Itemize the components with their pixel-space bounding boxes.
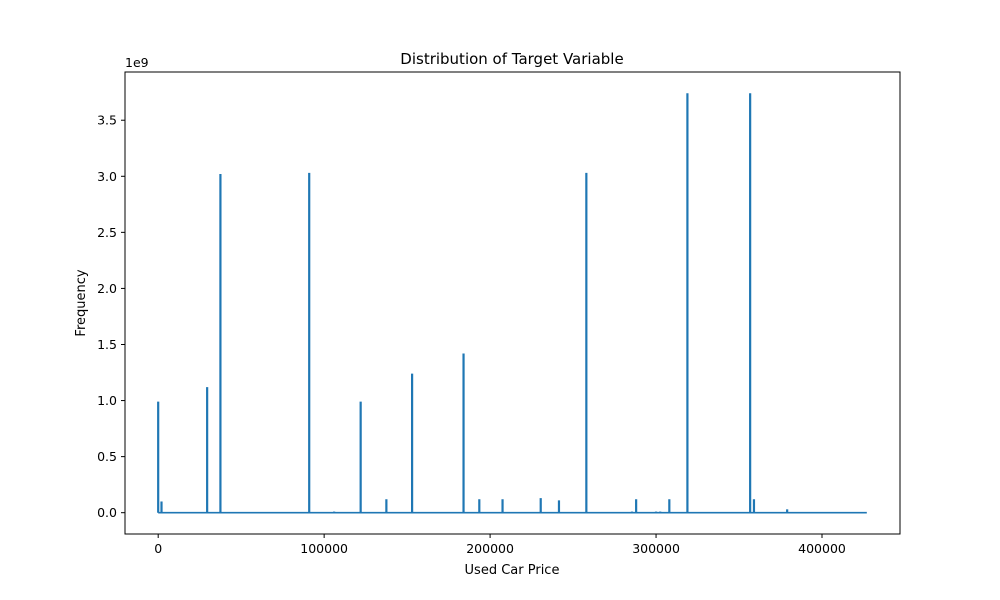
y-tick-label-1: 0.5 [97, 449, 117, 464]
x-axis: 0 100000 200000 300000 400000 [154, 534, 846, 556]
axes-frame [124, 71, 901, 535]
chart-title: Distribution of Target Variable [400, 50, 623, 68]
y-tick-label-3: 1.5 [97, 337, 117, 352]
x-tick-label-0: 0 [154, 541, 162, 556]
y-tick-label-0: 0.0 [97, 505, 117, 520]
x-tick-label-2: 200000 [466, 541, 514, 556]
y-axis-label: Frequency [74, 269, 89, 336]
y-tick-label-5: 2.5 [97, 225, 117, 240]
plot-area [157, 93, 867, 514]
x-axis-label: Used Car Price [465, 563, 560, 578]
y-tick-label-7: 3.5 [97, 113, 117, 128]
y-axis-multiplier: 1e9 [125, 55, 149, 70]
y-axis: 0.0 0.5 1.0 1.5 2.0 2.5 3.0 3.5 [97, 113, 125, 520]
x-tick-label-1: 100000 [300, 541, 348, 556]
y-tick-label-4: 2.0 [97, 281, 117, 296]
y-tick-label-6: 3.0 [97, 169, 117, 184]
x-tick-label-3: 300000 [632, 541, 680, 556]
y-tick-label-2: 1.0 [97, 393, 117, 408]
x-tick-label-4: 400000 [798, 541, 846, 556]
